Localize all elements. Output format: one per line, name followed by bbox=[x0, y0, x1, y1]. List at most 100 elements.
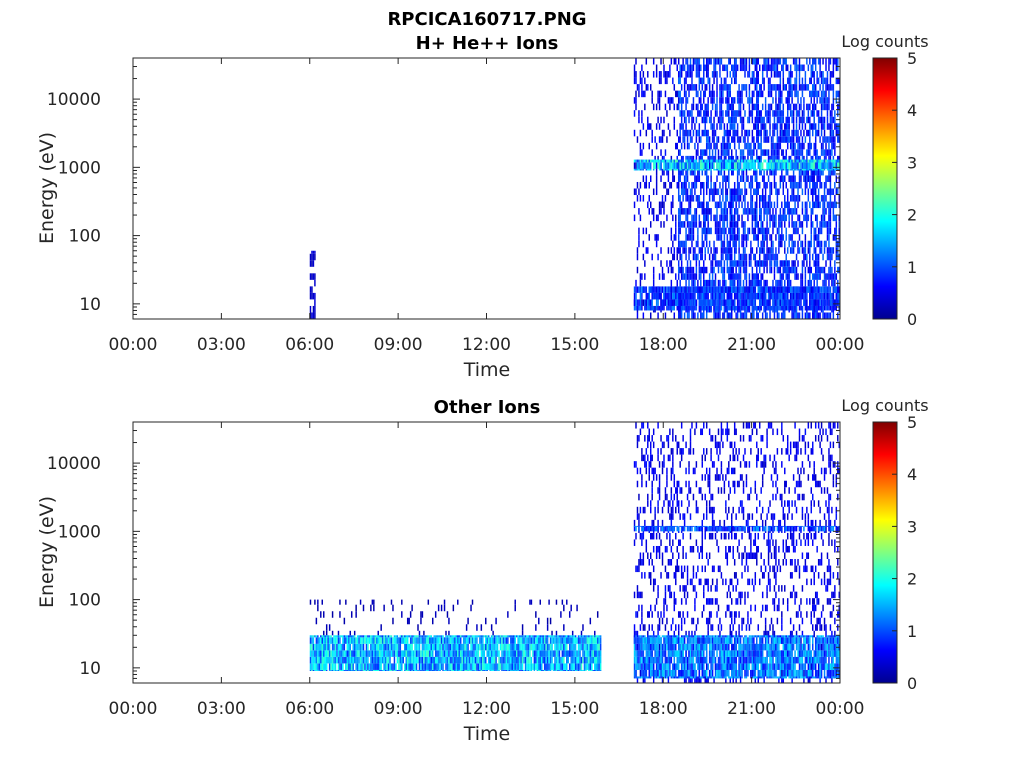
spectrogram-cell bbox=[767, 162, 770, 169]
spectrogram-cell bbox=[664, 299, 667, 306]
spectrogram-cell bbox=[819, 286, 821, 293]
spectrogram-cell bbox=[440, 663, 443, 670]
spectrogram-cell bbox=[480, 669, 483, 671]
spectrogram-cell bbox=[748, 260, 751, 267]
spectrogram-cell bbox=[541, 656, 543, 664]
spectrogram-cell bbox=[834, 149, 836, 156]
spectrogram-cell bbox=[832, 168, 835, 176]
spectrogram-cell bbox=[692, 247, 695, 254]
spectrogram-cell bbox=[455, 656, 458, 664]
spectrogram-cell bbox=[744, 312, 746, 319]
spectrogram-cell bbox=[691, 168, 693, 171]
spectrogram-cell bbox=[757, 234, 759, 241]
spectrogram-cell bbox=[655, 286, 658, 293]
spectrogram-cell bbox=[731, 266, 733, 274]
spectrogram-cell bbox=[521, 663, 524, 670]
spectrogram-cell bbox=[738, 260, 740, 267]
spectrogram-cell bbox=[714, 149, 717, 156]
spectrogram-cell bbox=[666, 305, 668, 311]
spectrogram-cell bbox=[334, 663, 337, 670]
spectrogram-cell bbox=[736, 159, 739, 163]
spectrogram-cell bbox=[362, 663, 365, 670]
spectrogram-cell bbox=[697, 227, 699, 235]
spectrogram-cell bbox=[521, 637, 524, 644]
spectrogram-cell bbox=[311, 643, 313, 651]
spectrogram-cell bbox=[800, 142, 802, 150]
spectrogram-cell bbox=[689, 129, 692, 137]
spectrogram-cell bbox=[682, 136, 684, 143]
spectrogram-cell bbox=[795, 312, 798, 319]
spectrogram-cell bbox=[638, 116, 640, 124]
spectrogram-cell bbox=[820, 97, 823, 104]
spectrogram-cell bbox=[800, 103, 802, 111]
spectrogram-cell bbox=[763, 64, 765, 72]
spectrogram-cell bbox=[735, 162, 737, 169]
spectrogram-cell bbox=[719, 260, 721, 267]
spectrogram-cell bbox=[786, 168, 789, 176]
spectrogram-cell bbox=[725, 159, 727, 163]
spectrogram-cell bbox=[725, 253, 727, 261]
spectrogram-cell bbox=[809, 142, 811, 150]
spectrogram-cell bbox=[711, 90, 714, 98]
spectrogram-cell bbox=[756, 201, 758, 209]
spectrogram-cell bbox=[691, 234, 693, 241]
spectrogram-cell bbox=[747, 136, 749, 143]
spectrogram-cell bbox=[739, 253, 742, 261]
spectrogram-cell bbox=[421, 650, 424, 657]
spectrogram-cell bbox=[794, 312, 796, 319]
spectrogram-cell bbox=[717, 299, 720, 306]
spectrogram-cell bbox=[723, 305, 726, 313]
spectrogram-cell bbox=[757, 103, 759, 111]
spectrogram-cell bbox=[791, 188, 793, 196]
spectrogram-cell bbox=[667, 168, 670, 176]
spectrogram-cell bbox=[703, 299, 705, 306]
spectrogram-cell bbox=[798, 142, 801, 150]
spectrogram-cell bbox=[642, 175, 645, 182]
spectrogram-cell bbox=[807, 64, 810, 72]
spectrogram-cell bbox=[754, 188, 757, 196]
spectrogram-cell bbox=[735, 312, 737, 319]
spectrogram-cell bbox=[826, 299, 829, 306]
spectrogram-cell bbox=[812, 292, 814, 300]
spectrogram-cell bbox=[330, 663, 332, 670]
spectrogram-cell bbox=[820, 221, 823, 228]
spectrogram-cell bbox=[691, 155, 693, 163]
spectrogram-cell bbox=[736, 195, 739, 202]
spectrogram-cell bbox=[467, 650, 469, 657]
spectrogram-cell bbox=[763, 227, 765, 235]
spectrogram-cell bbox=[487, 635, 490, 638]
spectrogram-cell bbox=[518, 635, 521, 638]
spectrogram-cell bbox=[686, 64, 689, 72]
spectrogram-cell bbox=[753, 286, 755, 293]
spectrogram-cell bbox=[683, 221, 686, 228]
spectrogram-cell bbox=[829, 273, 832, 280]
spectrogram-cell bbox=[816, 279, 818, 287]
spectrogram-cell bbox=[723, 84, 726, 91]
spectrogram-cell bbox=[757, 155, 759, 163]
spectrogram-cell bbox=[791, 312, 793, 319]
spectrogram-cell bbox=[666, 159, 668, 163]
spectrogram-cell bbox=[334, 650, 337, 657]
spectrogram-cell bbox=[679, 71, 681, 78]
spectrogram-cell bbox=[717, 162, 720, 169]
spectrogram-cell bbox=[812, 286, 814, 293]
spectrogram-cell bbox=[825, 175, 827, 182]
spectrogram-cell bbox=[776, 312, 779, 319]
spectrogram-cell bbox=[798, 305, 801, 311]
spectrogram-cell bbox=[729, 227, 731, 235]
spectrogram-cell bbox=[389, 643, 391, 651]
spectrogram-cell bbox=[639, 77, 642, 85]
spectrogram-cell bbox=[834, 234, 836, 241]
spectrogram-cell bbox=[760, 136, 762, 143]
spectrogram-cell bbox=[809, 247, 811, 254]
spectrogram-cell bbox=[775, 168, 777, 176]
spectrogram-cell bbox=[657, 159, 659, 163]
spectrogram-cell bbox=[320, 635, 322, 638]
spectrogram-cell bbox=[809, 159, 811, 163]
spectrogram-cell bbox=[736, 299, 739, 306]
spectrogram-cell bbox=[757, 279, 759, 287]
spectrogram-cell bbox=[757, 136, 759, 143]
spectrogram-cell bbox=[465, 656, 468, 664]
spectrogram-cell bbox=[750, 159, 752, 163]
spectrogram-cell bbox=[404, 643, 406, 651]
